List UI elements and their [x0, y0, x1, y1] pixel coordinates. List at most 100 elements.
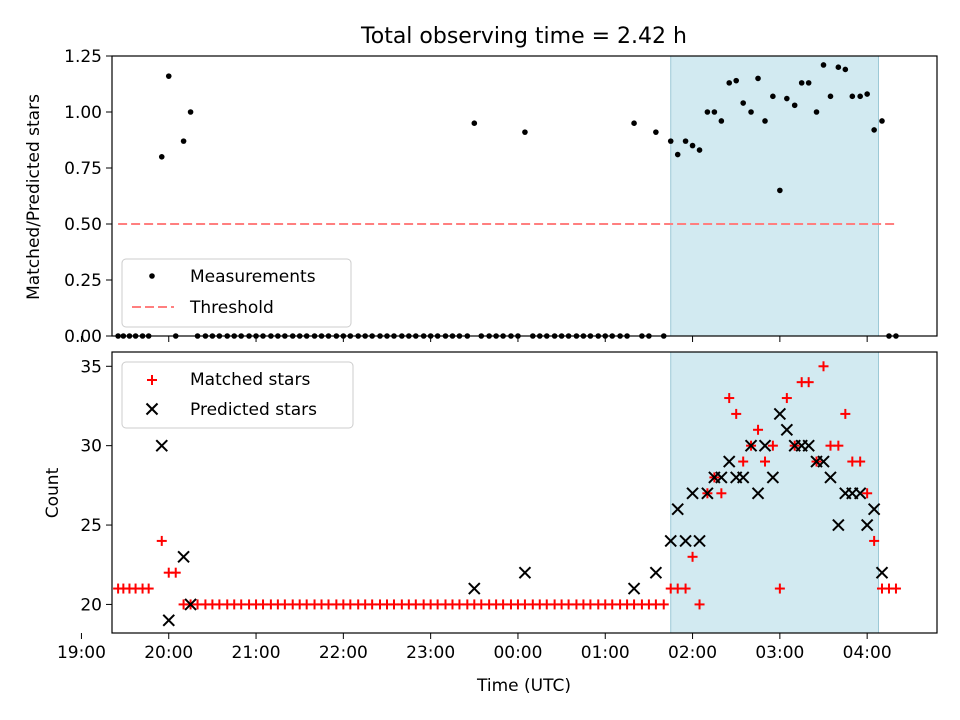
- bot-y-tick-label: 20: [80, 595, 102, 615]
- matched-star-point: [143, 583, 154, 594]
- measurement-point: [165, 73, 172, 79]
- x-tick-label: 22:00: [319, 643, 368, 663]
- legend-matched-marker: [147, 375, 157, 385]
- top-y-tick-label: 1.25: [64, 47, 102, 67]
- measurement-point: [733, 77, 740, 84]
- matched-star-point: [753, 424, 764, 435]
- predicted-star-point: [184, 598, 197, 611]
- measurement-point: [864, 91, 870, 97]
- measurement-point: [187, 109, 194, 115]
- legend-matched-label: Matched stars: [190, 370, 310, 390]
- measurement-point: [522, 129, 528, 135]
- legend-measurements-marker: [149, 273, 155, 279]
- x-tick-label: 01:00: [581, 643, 630, 663]
- predicted-star-point: [736, 471, 750, 484]
- measurement-point: [711, 109, 718, 115]
- matched-star-point: [890, 583, 901, 594]
- predicted-star-point: [780, 423, 794, 436]
- predicted-star-point: [701, 487, 714, 500]
- predicted-star-point: [860, 518, 874, 532]
- measurement-point: [696, 147, 703, 153]
- top-y-tick-label: 0.75: [64, 159, 102, 179]
- matched-star-point: [738, 456, 749, 467]
- predicted-star-point: [162, 614, 175, 627]
- measurement-point: [631, 120, 637, 126]
- measurement-point: [835, 64, 842, 70]
- predicted-star-point: [627, 582, 641, 595]
- measurement-point: [805, 80, 812, 86]
- measurement-point: [689, 142, 696, 149]
- predicted-star-point: [766, 471, 780, 484]
- bottom-axes-frame: [111, 351, 938, 634]
- measurement-point: [849, 93, 856, 100]
- measurement-point: [682, 138, 689, 144]
- bottom-y-axis-label: Count: [43, 467, 63, 518]
- measurement-point: [777, 187, 783, 194]
- matched-star-point: [803, 377, 814, 388]
- top-y-axis-label: Matched/Predicted stars: [24, 94, 44, 300]
- measurement-point: [667, 138, 674, 144]
- matched-star-point: [781, 393, 792, 404]
- bot-y-tick-label: 30: [80, 437, 102, 457]
- predicted-star-point: [155, 439, 168, 452]
- predicted-star-point: [679, 534, 692, 548]
- matched-star-point: [818, 361, 829, 372]
- predicted-star-point: [867, 502, 881, 516]
- top-y-tick-label: 0.00: [64, 327, 102, 347]
- matched-star-point: [767, 440, 778, 451]
- top-observing-span: [670, 55, 880, 337]
- predicted-star-point: [773, 407, 787, 421]
- measurement-point: [158, 154, 165, 160]
- predicted-star-point: [649, 566, 663, 579]
- measurement-point: [827, 93, 834, 100]
- predicted-star-point: [751, 487, 765, 500]
- measurement-point: [798, 80, 805, 86]
- x-tick-label: 19:00: [57, 643, 106, 663]
- predicted-star-point: [686, 487, 699, 500]
- predicted-star-point: [693, 534, 706, 548]
- predicted-star-point: [518, 566, 532, 579]
- matched-star-point: [687, 551, 698, 562]
- matched-star-point: [680, 583, 691, 594]
- measurement-point: [820, 62, 827, 68]
- matched-star-point: [731, 408, 742, 419]
- top-y-tick-label: 0.50: [64, 215, 102, 235]
- predicted-star-point: [758, 439, 772, 452]
- legend-predicted-label: Predicted stars: [190, 400, 317, 420]
- x-tick-label: 20:00: [144, 643, 193, 663]
- predicted-star-point: [817, 455, 830, 468]
- measurement-point: [718, 118, 725, 124]
- matched-star-point: [862, 488, 873, 499]
- measurement-point: [726, 80, 733, 86]
- matched-star-point: [833, 440, 844, 451]
- matched-star-point: [760, 456, 771, 467]
- top-y-tick-label: 1.00: [64, 103, 102, 123]
- matched-star-point: [658, 599, 669, 610]
- predicted-star-point: [824, 471, 837, 484]
- bot-y-tick-label: 35: [80, 357, 102, 377]
- predicted-star-point: [177, 550, 190, 564]
- matched-star-point: [855, 456, 866, 467]
- measurement-point: [857, 93, 863, 100]
- matched-star-point: [869, 535, 880, 546]
- top-panel: 0.00 0.25 0.50 0.75 1.00 1.25 Matched/Predict…: [24, 47, 938, 347]
- measurement-point: [791, 102, 798, 109]
- bottom-legend-frame: [121, 361, 354, 429]
- legend-measurements-label: Measurements: [190, 267, 316, 287]
- legend-predicted-marker: [145, 402, 159, 416]
- measurement-point: [704, 109, 711, 115]
- matched-star-point: [716, 488, 727, 499]
- measurement-point: [180, 138, 187, 144]
- measurement-point: [653, 129, 659, 135]
- x-tick-label: 04:00: [843, 643, 892, 663]
- x-tick-label: 21:00: [232, 643, 281, 663]
- predicted-star-point: [802, 439, 815, 452]
- matched-star-point: [840, 408, 851, 419]
- bottom-legend: Matched stars Predicted stars: [121, 361, 354, 429]
- measurement-point: [770, 93, 776, 100]
- matched-star-point: [694, 599, 705, 610]
- measurement-point: [871, 127, 877, 133]
- x-tick-label: 23:00: [406, 643, 455, 663]
- matched-star-point: [156, 535, 167, 546]
- matched-star-point: [774, 583, 785, 594]
